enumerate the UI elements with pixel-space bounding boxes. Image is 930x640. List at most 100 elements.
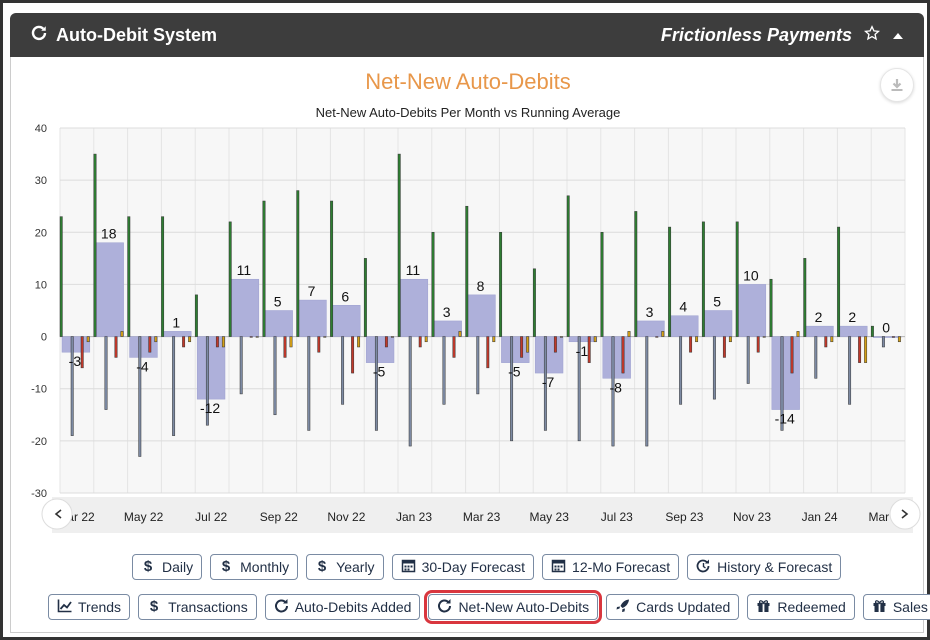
- button-label: 12-Mo Forecast: [572, 559, 671, 575]
- chart-title: Net-New Auto-Debits: [365, 69, 571, 94]
- sales-button[interactable]: Sales: [862, 594, 930, 620]
- monthly-bar: [746, 336, 750, 384]
- running-average-bar: [703, 310, 733, 337]
- monthly-bar: [188, 336, 192, 343]
- monthly-bar: [431, 232, 435, 337]
- transactions-button[interactable]: $ Transactions: [138, 594, 257, 620]
- yearly-button[interactable]: $ Yearly: [306, 554, 384, 580]
- data-label: 2: [815, 309, 823, 325]
- data-label: 4: [679, 299, 687, 315]
- monthly-bar: [357, 336, 361, 348]
- history-icon: [696, 558, 711, 576]
- monthly-bar: [341, 336, 345, 405]
- running-average-bar: [771, 336, 800, 410]
- y-tick-label: -20: [31, 436, 47, 448]
- monthly-bar: [486, 336, 490, 369]
- monthly-bar: [194, 294, 198, 337]
- monthly-bar: [418, 336, 422, 348]
- trends-button[interactable]: Trends: [48, 594, 131, 620]
- button-label: Cards Updated: [636, 599, 731, 615]
- data-label: 7: [308, 283, 316, 299]
- monthly-bar: [848, 336, 852, 405]
- monthly-bar: [728, 336, 732, 343]
- monthly-bar: [323, 336, 327, 338]
- running-average-bar: [264, 310, 293, 337]
- button-label: History & Forecast: [717, 559, 833, 575]
- running-average-bar: [602, 336, 631, 379]
- running-average-bar: [501, 336, 530, 363]
- x-tick-label: Nov 23: [733, 510, 771, 524]
- calendar-icon: [551, 558, 566, 576]
- monthly-bar: [384, 336, 388, 348]
- y-tick-label: 0: [41, 332, 47, 344]
- x-tick-label: Sep 23: [665, 510, 703, 524]
- monthly-bar: [374, 336, 378, 431]
- data-label: -8: [609, 379, 622, 395]
- x-tick-label: Nov 22: [327, 510, 365, 524]
- monthly-bar: [458, 331, 462, 337]
- running-average-bar: [196, 336, 226, 400]
- monthly-bar: [520, 336, 524, 358]
- caret-up-icon[interactable]: [892, 25, 904, 46]
- button-label: Daily: [162, 559, 194, 575]
- cards-updated-button[interactable]: Cards Updated: [606, 594, 740, 620]
- svg-text:$: $: [222, 558, 231, 573]
- data-label: 8: [477, 278, 485, 294]
- monthly-bar: [830, 336, 834, 343]
- monthly-bar: [780, 336, 784, 431]
- chart-panel: 40 30 20 10 0 -10 -20 -30 -3 18 -4 1 -12 11 5 7 6 -5 11 3 8-…: [10, 57, 930, 633]
- x-axis-band: [52, 497, 913, 533]
- monthly-bar: [790, 336, 794, 374]
- redeemed-button[interactable]: Redeemed: [747, 594, 855, 620]
- monthly-bar: [283, 336, 287, 358]
- monthly-bar: [769, 278, 773, 337]
- monthly-bar: [70, 336, 74, 436]
- monthly-bar: [296, 190, 300, 337]
- brand-label: Frictionless Payments: [660, 24, 852, 45]
- monthly-bar: [161, 216, 165, 337]
- data-label: -1: [576, 343, 589, 359]
- button-label: 30-Day Forecast: [421, 559, 526, 575]
- net-new-auto-debits-button[interactable]: Net-New Auto-Debits: [424, 590, 603, 624]
- monthly-bar: [93, 153, 97, 337]
- 12-mo-forecast-button[interactable]: 12-Mo Forecast: [542, 554, 680, 580]
- download-button[interactable]: [880, 68, 914, 102]
- monthly-bar: [442, 336, 446, 405]
- auto-debits-added-button[interactable]: Auto-Debits Added: [264, 594, 421, 620]
- data-label: -12: [200, 400, 220, 416]
- x-tick-label: Mar 23: [463, 510, 501, 524]
- monthly-bar: [465, 205, 469, 337]
- data-label: 11: [406, 262, 421, 278]
- running-average-bar: [163, 331, 192, 337]
- monthly-bar: [566, 195, 570, 337]
- monthly-bar: [796, 331, 800, 337]
- rocket-icon: [615, 598, 630, 616]
- 30-day-forecast-button[interactable]: 30-Day Forecast: [391, 554, 535, 580]
- monthly-bar: [587, 336, 591, 363]
- button-label: Monthly: [240, 559, 290, 575]
- refresh-icon[interactable]: [30, 24, 48, 47]
- x-tick-label: May 22: [124, 510, 164, 524]
- running-average-bar: [805, 325, 834, 337]
- monthly-bar: [897, 336, 901, 343]
- monthly-bar: [273, 336, 277, 416]
- monthly-bar: [611, 336, 615, 447]
- running-average-bar: [230, 278, 260, 337]
- monthly-button[interactable]: $ Monthly: [210, 554, 299, 580]
- monthly-bar: [215, 336, 219, 348]
- data-label: 6: [341, 288, 349, 304]
- nav-right-icon: [901, 509, 909, 519]
- running-average-bar: [670, 315, 699, 337]
- history-forecast-button[interactable]: History & Forecast: [687, 554, 842, 580]
- nav-right-button[interactable]: [889, 498, 921, 530]
- running-average-bar: [298, 299, 327, 337]
- running-average-bar: [129, 336, 158, 358]
- button-label: Net-New Auto-Debits: [458, 599, 590, 615]
- monthly-bar: [148, 336, 152, 353]
- data-label: -7: [542, 374, 555, 390]
- star-icon[interactable]: [863, 24, 881, 46]
- y-tick-label: -10: [31, 384, 47, 396]
- daily-button[interactable]: $ Daily: [132, 554, 203, 580]
